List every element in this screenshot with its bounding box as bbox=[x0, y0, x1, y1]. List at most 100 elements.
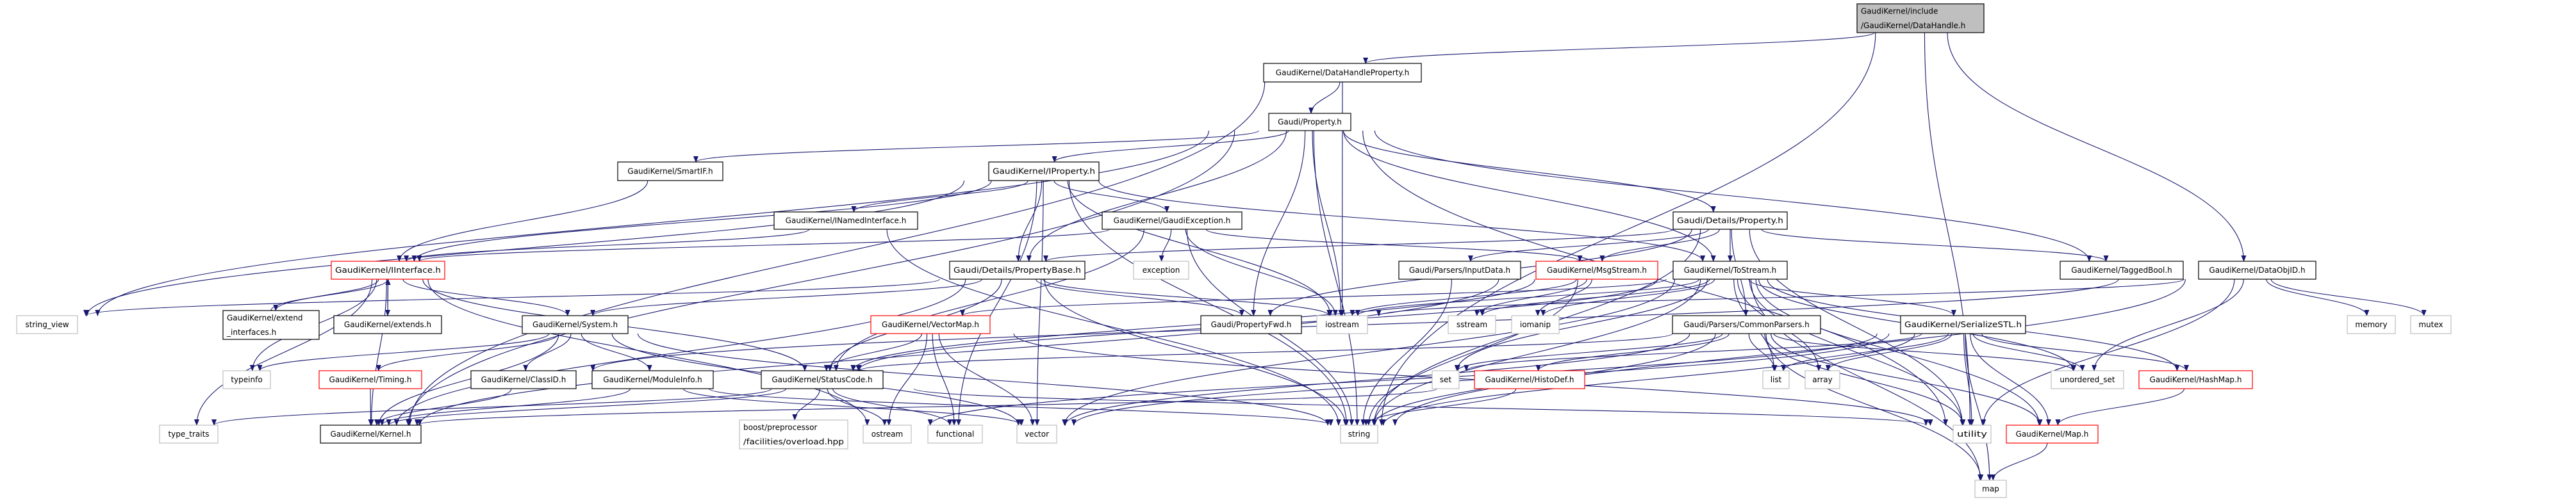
node-array: array bbox=[1804, 370, 1840, 389]
node-taggedbool[interactable]: GaudiKernel/TaggedBool.h bbox=[2060, 261, 2184, 280]
node-mutex: mutex bbox=[2410, 315, 2452, 334]
edge-tostream-to-set bbox=[1454, 279, 1708, 371]
node-label: GaudiKernel/Timing.h bbox=[329, 375, 412, 384]
node-box bbox=[1511, 315, 1560, 334]
node-kernel[interactable]: GaudiKernel/Kernel.h bbox=[320, 425, 422, 444]
node-box bbox=[1102, 211, 1243, 230]
node-box bbox=[1672, 261, 1788, 280]
edge-iinterface-to-ostream bbox=[427, 279, 870, 426]
node-box bbox=[2060, 261, 2184, 280]
edge-commonparsers-to-vector bbox=[1062, 333, 1690, 426]
node-detailsproperty[interactable]: Gaudi/Details/Property.h bbox=[1672, 211, 1788, 230]
edge-system-to-timing bbox=[376, 333, 559, 371]
node-extends[interactable]: GaudiKernel/extends.h bbox=[333, 315, 442, 334]
edge-msgstream-to-statuscode bbox=[850, 279, 1535, 371]
edge-msgstream-to-iostream bbox=[1350, 279, 1577, 316]
edge-moduleinfo-to-vector bbox=[682, 388, 1024, 426]
node-box bbox=[591, 370, 714, 389]
node-statuscode[interactable]: GaudiKernel/StatusCode.h bbox=[761, 370, 884, 389]
node-inputdata[interactable]: Gaudi/Parsers/InputData.h bbox=[1398, 261, 1521, 280]
node-tostream[interactable]: GaudiKernel/ToStream.h bbox=[1672, 261, 1788, 280]
edge-dataobjid-to-memory bbox=[2266, 279, 2370, 316]
node-label: Gaudi/Details/Property.h bbox=[1677, 216, 1783, 225]
node-box bbox=[927, 425, 983, 444]
edge-serializestl-to-set bbox=[1464, 333, 1922, 371]
edge-msgstream-to-string bbox=[1366, 279, 1578, 426]
node-label: GaudiKernel/VectorMap.h bbox=[882, 320, 979, 329]
node-box bbox=[1316, 315, 1368, 334]
node-label: GaudiKernel/ModuleInfo.h bbox=[603, 375, 702, 384]
node-inamedinterface[interactable]: GaudiKernel/INamedInterface.h bbox=[773, 211, 918, 230]
node-label: mutex bbox=[2418, 320, 2443, 329]
node-box bbox=[16, 315, 78, 334]
edge-serializestl-to-map bbox=[1970, 333, 2051, 426]
node-iinterface[interactable]: GaudiKernel/IInterface.h bbox=[331, 261, 445, 280]
node-extend-interfaces[interactable]: GaudiKernel/extend _interfaces.h bbox=[222, 310, 320, 340]
edge-detailsproperty-to-propertybase bbox=[1043, 229, 1674, 262]
node-label: boost/preprocessor bbox=[743, 423, 817, 432]
edge-property-to-smartif bbox=[693, 130, 1259, 163]
node-box bbox=[773, 211, 918, 230]
edge-datahandleproperty-to-kernel bbox=[407, 81, 1266, 426]
node-classid[interactable]: GaudiKernel/ClassID.h bbox=[470, 370, 577, 389]
node-box bbox=[1900, 315, 2026, 334]
node-label: typeinfo bbox=[231, 375, 262, 384]
node-functional: functional bbox=[927, 425, 983, 444]
edge-datahandle-to-datahandleproperty bbox=[1363, 32, 1875, 64]
node-box bbox=[1762, 370, 1790, 389]
edge-hashmap-to-map bbox=[2055, 388, 2185, 426]
edge-statuscode-to-kernel bbox=[386, 388, 787, 426]
edge-propertybase-to-iostream bbox=[1043, 279, 1332, 316]
node-property[interactable]: Gaudi/Property.h bbox=[1268, 113, 1351, 131]
edge-gaudiexception-to-iinterface bbox=[417, 229, 1110, 262]
edge-propertybase-to-system bbox=[590, 279, 982, 316]
edge-vectormap-to-ostream bbox=[886, 333, 928, 426]
node-datahandleproperty[interactable]: GaudiKernel/DataHandleProperty.h bbox=[1263, 63, 1422, 83]
node-histodef[interactable]: GaudiKernel/HistoDef.h bbox=[1474, 370, 1585, 389]
node-label: GaudiKernel/IInterface.h bbox=[335, 266, 441, 275]
edge-extend-interfaces-to-iinterface bbox=[270, 279, 391, 311]
node-label: GaudiKernel/ClassID.h bbox=[481, 375, 566, 384]
node-smartif[interactable]: GaudiKernel/SmartIF.h bbox=[617, 161, 723, 181]
node-label: Gaudi/PropertyFwd.h bbox=[1211, 320, 1292, 329]
node-box bbox=[222, 310, 320, 340]
node-box bbox=[1953, 425, 1992, 444]
edge-iproperty-to-functional bbox=[956, 180, 1037, 426]
node-box bbox=[2051, 370, 2124, 389]
node-serializestl[interactable]: GaudiKernel/SerializeSTL.h bbox=[1900, 315, 2026, 334]
node-moduleinfo[interactable]: GaudiKernel/ModuleInfo.h bbox=[591, 370, 714, 389]
node-dataobjid[interactable]: GaudiKernel/DataObjID.h bbox=[2198, 261, 2316, 280]
node-msgstream[interactable]: GaudiKernel/MsgStream.h bbox=[1535, 261, 1658, 280]
node-type-traits: type_traits bbox=[159, 425, 219, 444]
edge-property-to-tostream bbox=[1342, 130, 1716, 262]
edge-histodef-to-kernel bbox=[415, 388, 1437, 426]
node-datahandle: GaudiKernel/include/GaudiKernel/DataHand… bbox=[1856, 3, 1985, 33]
node-box bbox=[1340, 425, 1378, 444]
node-box bbox=[159, 425, 219, 444]
node-commonparsers[interactable]: Gaudi/Parsers/CommonParsers.h bbox=[1672, 315, 1821, 334]
edge-system-to-kernel bbox=[376, 333, 559, 426]
node-map[interactable]: GaudiKernel/Map.h bbox=[2006, 425, 2099, 444]
node-vectormap[interactable]: GaudiKernel/VectorMap.h bbox=[870, 315, 991, 334]
node-label: GaudiKernel/SmartIF.h bbox=[627, 167, 713, 176]
node-label: type_traits bbox=[168, 430, 209, 439]
node-box bbox=[1200, 315, 1302, 334]
node-box bbox=[320, 425, 422, 444]
node-label: GaudiKernel/IProperty.h bbox=[993, 167, 1095, 176]
node-label: Gaudi/Parsers/CommonParsers.h bbox=[1683, 320, 1809, 329]
node-iproperty[interactable]: GaudiKernel/IProperty.h bbox=[988, 161, 1100, 181]
edge-msgstream-to-kernel bbox=[417, 279, 1499, 426]
node-hashmap[interactable]: GaudiKernel/HashMap.h bbox=[2138, 370, 2253, 389]
edge-system-to-moduleinfo bbox=[581, 333, 652, 371]
node-timing[interactable]: GaudiKernel/Timing.h bbox=[318, 370, 422, 389]
node-system[interactable]: GaudiKernel/System.h bbox=[522, 315, 629, 334]
node-gaudiexception[interactable]: GaudiKernel/GaudiException.h bbox=[1102, 211, 1243, 230]
node-box bbox=[2198, 261, 2316, 280]
node-propertyfwd[interactable]: Gaudi/PropertyFwd.h bbox=[1200, 315, 1302, 334]
edge-datahandle-to-dataobjid bbox=[1947, 32, 2247, 262]
edge-vectormap-to-statuscode bbox=[823, 333, 923, 371]
node-label: GaudiKernel/INamedInterface.h bbox=[786, 216, 907, 225]
node-label: GaudiKernel/TaggedBool.h bbox=[2071, 266, 2172, 275]
edge-property-to-iproperty bbox=[1052, 130, 1289, 163]
node-propertybase[interactable]: Gaudi/Details/PropertyBase.h bbox=[949, 261, 1086, 280]
